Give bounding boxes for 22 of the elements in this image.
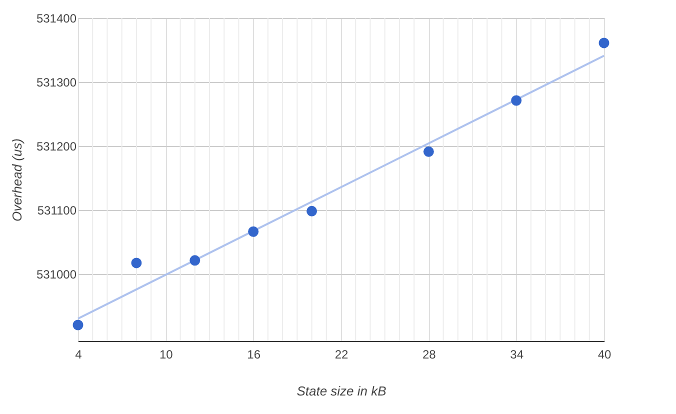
point bbox=[306, 206, 318, 216]
x-tick-label: 10 bbox=[159, 348, 174, 362]
y-tick-label: 531300 bbox=[36, 75, 77, 90]
point bbox=[423, 146, 434, 157]
x-tick-label: 16 bbox=[247, 348, 261, 362]
y-tick-label: 531100 bbox=[37, 203, 77, 218]
y-tick-label: 531000 bbox=[36, 267, 77, 282]
point bbox=[248, 226, 259, 237]
y-axis-title: Overhead (us) bbox=[9, 138, 24, 222]
x-tick-label: 28 bbox=[422, 348, 436, 362]
x-tick-label: 4 bbox=[75, 348, 82, 362]
point bbox=[598, 38, 610, 48]
x-tick-label: 34 bbox=[510, 348, 524, 362]
point bbox=[511, 95, 522, 106]
x-tick-label: 22 bbox=[334, 348, 348, 362]
point bbox=[131, 258, 142, 268]
x-axis-title: State size in kB bbox=[296, 384, 387, 398]
point bbox=[72, 320, 84, 330]
x-tick-label: 40 bbox=[598, 348, 612, 362]
point bbox=[190, 255, 200, 266]
y-tick-label: 531200 bbox=[36, 139, 77, 154]
y-tick-label: 531400 bbox=[36, 12, 77, 26]
